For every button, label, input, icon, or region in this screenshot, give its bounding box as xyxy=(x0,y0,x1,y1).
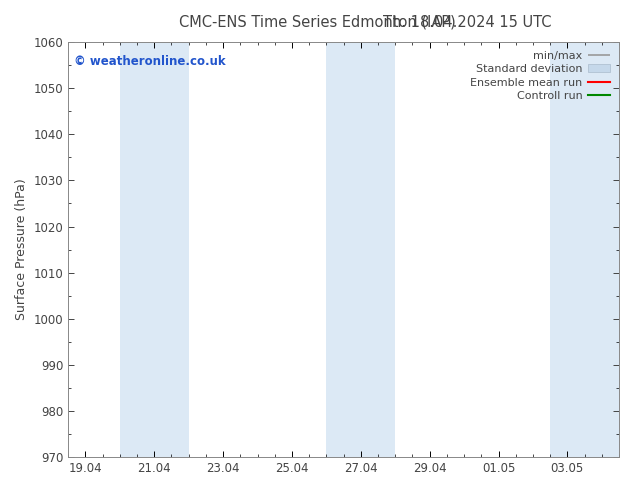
Text: CMC-ENS Time Series Edmonton (IAP): CMC-ENS Time Series Edmonton (IAP) xyxy=(179,15,455,30)
Text: © weatheronline.co.uk: © weatheronline.co.uk xyxy=(74,54,225,68)
Legend: min/max, Standard deviation, Ensemble mean run, Controll run: min/max, Standard deviation, Ensemble me… xyxy=(467,48,614,104)
Y-axis label: Surface Pressure (hPa): Surface Pressure (hPa) xyxy=(15,179,28,320)
Text: Th. 18.04.2024 15 UTC: Th. 18.04.2024 15 UTC xyxy=(383,15,552,30)
Bar xyxy=(120,42,189,457)
Bar xyxy=(550,42,619,457)
Bar xyxy=(327,42,395,457)
